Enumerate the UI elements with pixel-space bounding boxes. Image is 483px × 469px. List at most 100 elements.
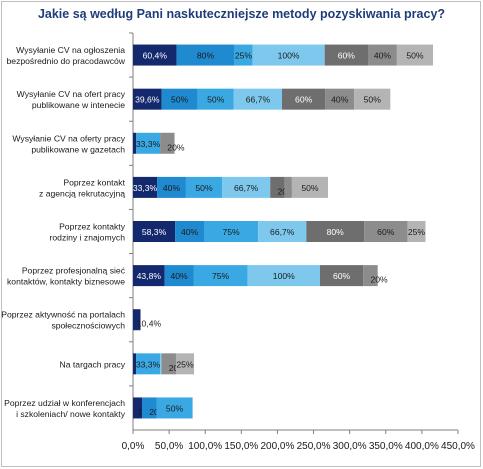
- bar-segment: [284, 176, 292, 198]
- data-label: 58,3%: [142, 227, 167, 237]
- data-label: 40%: [374, 51, 392, 61]
- bar-segment: [197, 88, 234, 110]
- bar-segment: [203, 221, 259, 242]
- data-label: 50%: [406, 51, 424, 61]
- data-label: 40%: [181, 227, 199, 237]
- data-label: 43,8%: [137, 271, 162, 281]
- data-label: 33,3%: [133, 183, 158, 193]
- bar-segment: [160, 353, 162, 375]
- data-label: 50%: [207, 95, 225, 105]
- data-label: 66,7%: [270, 227, 295, 237]
- category-label: Na targach pracy: [60, 359, 126, 369]
- data-label: 33,3%: [136, 359, 161, 369]
- bar-segment: [281, 88, 326, 110]
- category-label: Wysyłanie CV na oferty pracy: [12, 133, 125, 143]
- category-label: Poprzez kontakty: [59, 222, 126, 232]
- bar-segment: [325, 88, 355, 110]
- bar-segment: [270, 176, 285, 198]
- data-label: 75%: [222, 227, 240, 237]
- bar-segment: [233, 88, 282, 110]
- data-label: 75%: [212, 271, 230, 281]
- data-label: 50%: [195, 183, 213, 193]
- category-label: publikowane w intenecie: [32, 100, 125, 110]
- bar-segment: [142, 397, 157, 419]
- data-label: 50%: [301, 183, 319, 193]
- bar-segment: [396, 44, 434, 66]
- x-tick-label: 350,0%: [369, 441, 403, 452]
- bar-segment: [222, 176, 271, 198]
- data-label: 60,4%: [143, 51, 168, 61]
- bar-segment: [247, 265, 320, 287]
- bar-segment: [156, 397, 193, 419]
- category-label: Poprzez aktywność na portalach: [1, 310, 125, 320]
- data-label: 80%: [197, 51, 215, 61]
- bar-segment: [160, 132, 175, 154]
- category-label: rodziny i znajomych: [50, 233, 126, 243]
- data-label: 50%: [171, 95, 189, 105]
- bar-segment: [193, 265, 248, 287]
- category-label: i szkoleniach/ nowe kontakty: [16, 409, 126, 419]
- bar-segment: [368, 44, 397, 66]
- data-label: 20%: [167, 142, 185, 152]
- bar-segment: [175, 221, 204, 242]
- data-label: 66,7%: [234, 183, 259, 193]
- data-label: 66,7%: [246, 95, 271, 105]
- bar-segment: [164, 265, 194, 287]
- data-label: 25%: [235, 51, 253, 61]
- bar-segment: [324, 44, 369, 66]
- category-label: Wysyłanie CV na ogłoszenia: [16, 45, 125, 55]
- bar-segment: [175, 353, 195, 375]
- bar-segment: [136, 132, 161, 154]
- bar-segment: [258, 221, 307, 242]
- bar-segment: [364, 221, 408, 242]
- bar-segment: [133, 353, 137, 375]
- category-label: bezpośrednio do pracodawców: [7, 56, 126, 66]
- data-label: 25%: [408, 227, 426, 237]
- bar-segment: [161, 353, 176, 375]
- bar-segment: [185, 176, 223, 198]
- data-label: 50%: [364, 95, 382, 105]
- data-label: 40%: [331, 95, 349, 105]
- category-label: Poprzez udział w konferencjach: [4, 398, 125, 408]
- bar-segment: [306, 221, 365, 242]
- data-label: 20%: [370, 275, 388, 285]
- category-label: publikowane w gazetach: [31, 144, 125, 154]
- data-label: 25%: [176, 359, 194, 369]
- x-tick-label: 450,0%: [441, 441, 475, 452]
- data-label: 60%: [377, 227, 395, 237]
- category-label: kontaktów, kontakty biznesowe: [7, 277, 125, 287]
- data-label: 39,6%: [135, 95, 160, 105]
- bar-segment: [157, 176, 186, 198]
- category-label: Wysyłanie CV na ofert pracy: [17, 89, 126, 99]
- data-label: 60%: [338, 51, 356, 61]
- data-label: 10,4%: [137, 319, 162, 329]
- x-tick-label: 250,0%: [297, 441, 331, 452]
- bar-segment: [133, 221, 176, 242]
- category-label: Poprzez profesjonalną sieć: [22, 266, 126, 276]
- data-label: 60%: [295, 95, 313, 105]
- data-label: 100%: [278, 51, 300, 61]
- x-tick-label: 50,0%: [155, 441, 183, 452]
- data-label: 100%: [273, 271, 295, 281]
- data-label: 40%: [170, 271, 188, 281]
- bar-segment: [161, 88, 198, 110]
- x-tick-label: 100,0%: [188, 441, 222, 452]
- chart-title: Jakie są według Pani naskuteczniejsze me…: [37, 7, 446, 21]
- bar-segment: [133, 132, 137, 154]
- bar-segment: [234, 44, 253, 66]
- data-label: 80%: [327, 227, 345, 237]
- x-tick-label: 400,0%: [405, 441, 439, 452]
- bar-segment: [133, 88, 162, 110]
- data-label: 33,3%: [136, 139, 161, 149]
- category-label: Poprzez kontakt: [63, 177, 125, 187]
- category-label: z agencją rekrutacyjną: [39, 188, 125, 198]
- bar-segment: [291, 176, 328, 198]
- bar-segment: [133, 309, 141, 331]
- bar-segment: [252, 44, 325, 66]
- data-label: 40%: [163, 183, 181, 193]
- x-tick-label: 300,0%: [333, 441, 367, 452]
- x-tick-label: 150,0%: [224, 441, 258, 452]
- bar-segment: [354, 88, 391, 110]
- bar-segment: [407, 221, 426, 242]
